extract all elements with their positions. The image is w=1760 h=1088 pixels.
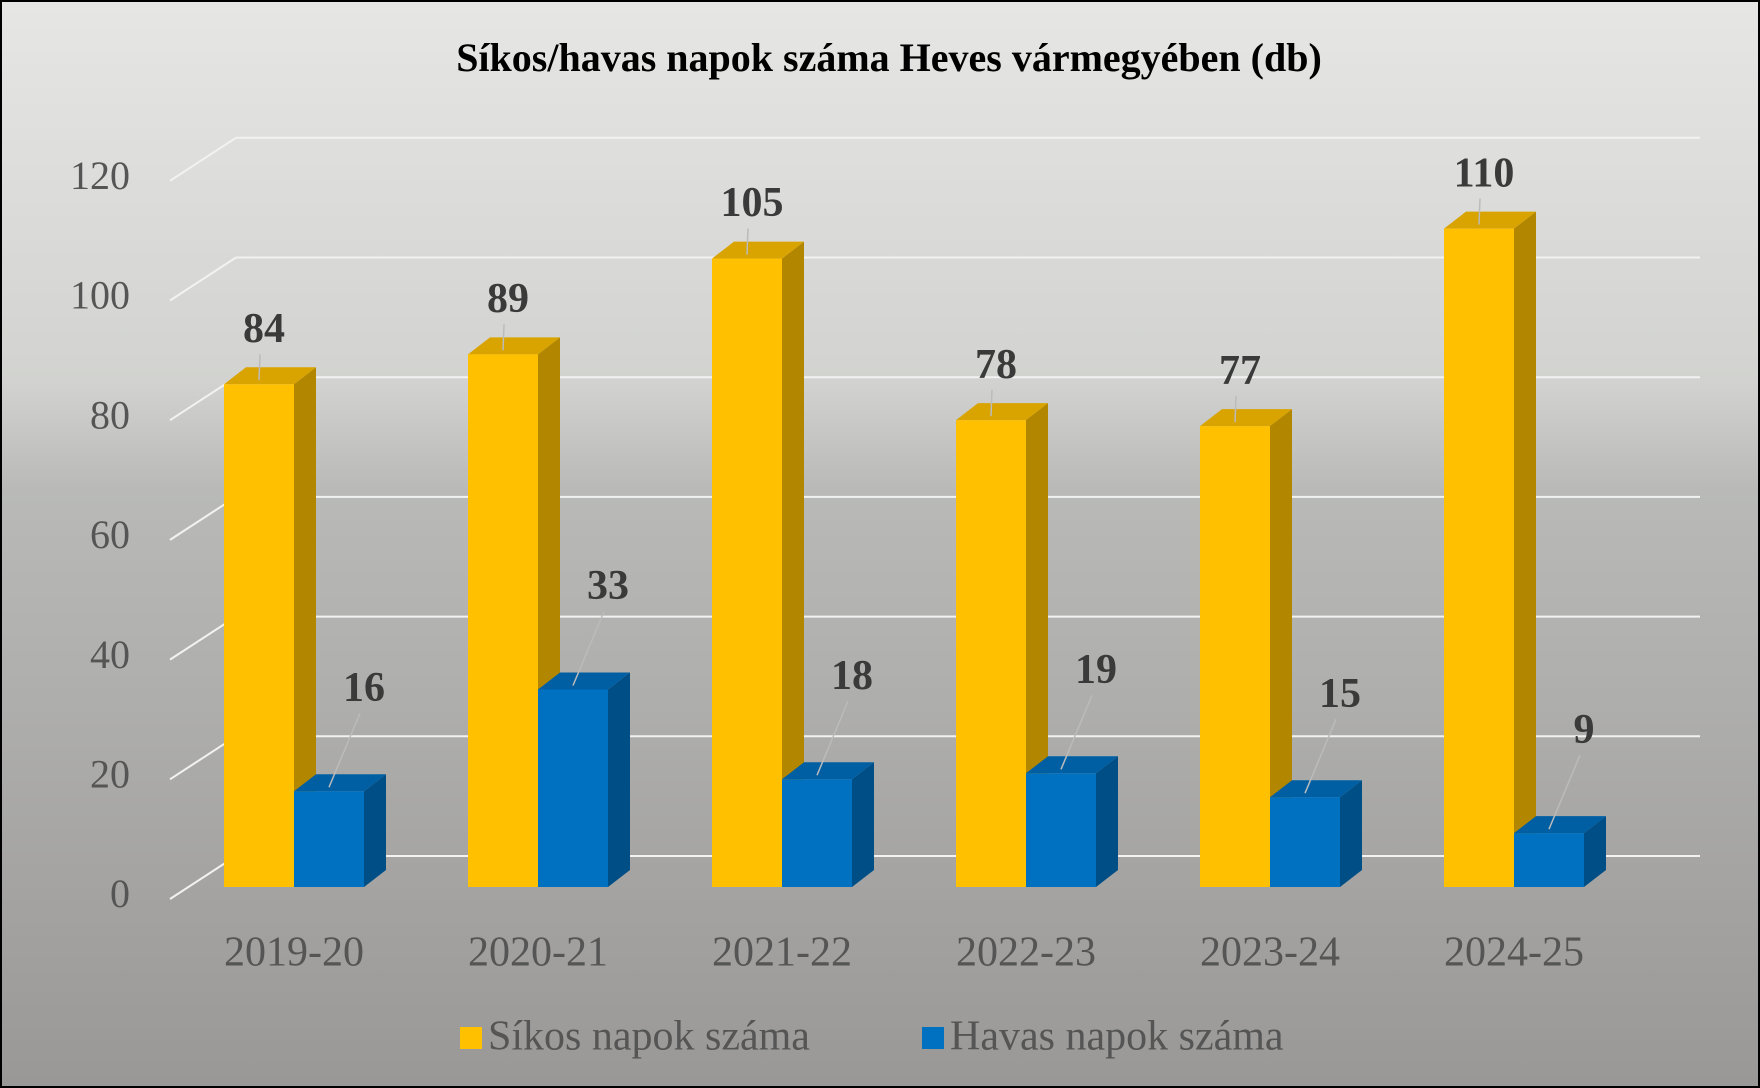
data-label: 78 [975,342,1017,388]
leader-line [259,354,260,380]
chart: Síkos/havas napok száma Heves vármegyébe… [0,0,1760,1088]
bar [468,354,538,887]
bar [1200,426,1270,887]
bar-side [852,762,874,887]
x-tick-label: 2023-24 [1200,930,1340,976]
x-tick-label: 2019-20 [224,930,364,976]
legend-swatch [922,1027,944,1049]
leader-line [503,324,504,350]
data-label: 15 [1319,671,1361,717]
bar [1514,833,1584,887]
x-tick-label: 2021-22 [712,930,852,976]
bar-side [1514,212,1536,887]
chart-title: Síkos/havas napok száma Heves vármegyébe… [456,35,1322,80]
x-tick-label: 2020-21 [468,930,608,976]
data-label: 16 [343,665,385,711]
bar [782,779,852,887]
x-tick-label: 2022-23 [956,930,1096,976]
y-tick-label: 120 [70,153,130,198]
data-label: 33 [587,563,629,609]
bar [538,689,608,887]
leader-line [747,229,748,255]
data-label: 19 [1075,647,1117,693]
bar-side [608,672,630,887]
bar [956,420,1026,887]
leader-line [1235,396,1236,422]
bar [224,384,294,887]
data-label: 18 [831,653,873,699]
y-tick-label: 20 [90,751,130,796]
data-label: 110 [1454,150,1515,196]
legend-label: Síkos napok száma [488,1014,810,1060]
leader-line [991,390,992,416]
y-tick-label: 40 [90,632,130,677]
data-label: 89 [487,276,529,322]
y-tick-label: 0 [110,871,130,916]
bar [294,791,364,887]
bar [712,259,782,887]
data-label: 105 [721,180,784,226]
bar [1444,229,1514,887]
bar-side [364,774,386,887]
leader-line [1479,199,1480,225]
legend-swatch [460,1027,482,1049]
legend-label: Havas napok száma [950,1014,1284,1060]
x-tick-label: 2024-25 [1444,930,1584,976]
data-label: 77 [1219,348,1261,394]
bar [1270,797,1340,887]
bar-side [1096,756,1118,887]
data-label: 84 [243,306,285,352]
y-tick-label: 60 [90,512,130,557]
y-tick-label: 100 [70,273,130,318]
y-tick-label: 80 [90,392,130,437]
data-label: 9 [1574,707,1595,753]
bar [1026,773,1096,887]
bar-side [1340,780,1362,887]
